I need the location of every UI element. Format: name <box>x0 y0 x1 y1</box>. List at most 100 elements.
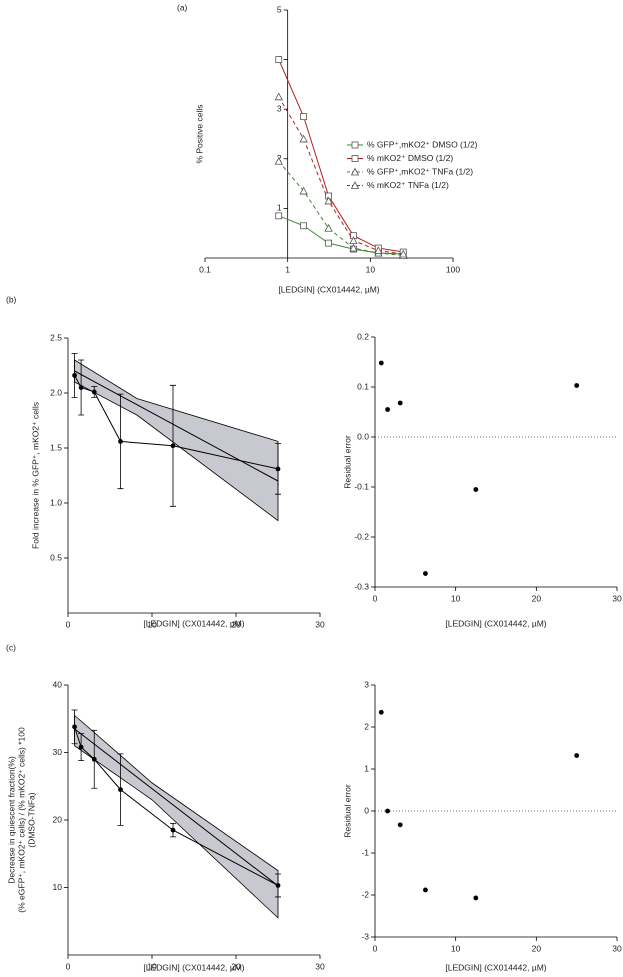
marker <box>473 487 479 492</box>
marker <box>300 113 308 121</box>
y-tick-label: -0.2 <box>354 531 369 541</box>
y-tick-label: 0.2 <box>357 331 369 341</box>
x-tick-label: 30 <box>612 943 622 953</box>
marker <box>385 808 390 814</box>
x-tick-label: 30 <box>612 593 622 603</box>
x-tick-label: 30 <box>315 619 325 629</box>
x-tick-label: 10 <box>366 264 376 274</box>
y-tick-label: 0.1 <box>357 381 369 391</box>
marker <box>324 223 333 232</box>
confidence-band <box>74 714 279 919</box>
marker <box>399 249 408 258</box>
marker <box>349 243 358 252</box>
marker <box>91 389 97 395</box>
y-tick-label: -3 <box>361 931 369 941</box>
panel-label: (b) <box>6 294 17 304</box>
x-axis-label: [LEDGIN] (CX014442, µM) <box>143 618 244 628</box>
marker <box>385 407 390 412</box>
y-axis-label: Residual error <box>342 784 352 838</box>
y-axis-label: Decrease in quiescent fraction(%) <box>6 756 16 884</box>
y-tick-label: -1 <box>361 847 369 857</box>
x-tick-label: 0 <box>66 619 71 629</box>
marker <box>78 744 84 750</box>
marker <box>325 239 332 247</box>
x-tick-label: 20 <box>231 619 241 629</box>
y-tick-label: 3 <box>364 679 369 689</box>
marker <box>574 383 580 388</box>
x-tick-label: 10 <box>451 593 461 603</box>
marker <box>170 827 176 833</box>
legend-marker <box>350 167 360 176</box>
y-tick-label: 2 <box>277 153 282 163</box>
marker <box>299 134 308 143</box>
x-tick-label: 0 <box>373 593 378 603</box>
x-tick-label: 20 <box>231 961 241 971</box>
y-tick-label: 2 <box>364 721 369 731</box>
panel-label: (a) <box>177 2 188 12</box>
marker <box>374 246 383 254</box>
marker <box>324 196 333 205</box>
y-tick-label: -0.3 <box>354 581 369 591</box>
marker <box>91 756 97 762</box>
marker <box>423 571 428 576</box>
x-tick-label: 1 <box>285 264 290 274</box>
series-line <box>278 59 404 253</box>
y-tick-label: 5 <box>277 4 282 14</box>
x-axis-label: [LEDGIN] (CX014442, µM) <box>445 618 546 628</box>
legend-label: % GFP⁺,mKO2⁺ DMSO (1/2) <box>367 139 478 149</box>
marker <box>72 373 77 378</box>
marker <box>473 895 479 901</box>
x-tick-label: 0 <box>373 943 378 953</box>
series-line <box>278 215 404 255</box>
y-axis-label: (DMSO-TNFa) <box>26 792 36 847</box>
x-tick-label: 20 <box>532 593 542 603</box>
x-axis-label: [LEDGIN] (CX014442, µM) <box>445 962 546 972</box>
marker <box>397 822 403 828</box>
series-line <box>74 726 279 886</box>
legend-marker <box>351 155 359 162</box>
marker <box>300 222 308 230</box>
y-tick-label: 0.0 <box>357 431 369 441</box>
x-tick-label: 20 <box>532 943 542 953</box>
series-line <box>74 370 279 482</box>
legend-marker <box>351 141 359 149</box>
y-axis-label: (% eGFP⁺, mKO2⁺ cells) / (% mKO2⁺ cells)… <box>16 727 26 913</box>
marker <box>378 360 384 366</box>
marker <box>397 400 403 406</box>
marker <box>423 887 428 893</box>
marker <box>118 787 123 793</box>
y-tick-label: 1 <box>277 203 282 213</box>
y-tick-label: 10 <box>53 882 63 892</box>
y-tick-label: 0.5 <box>50 552 62 562</box>
x-tick-label: 10 <box>147 619 157 629</box>
x-tick-label: 30 <box>315 961 325 971</box>
x-axis-label: [LEDGIN] (CX014442, µM) <box>143 962 244 972</box>
y-tick-label: 2.0 <box>50 387 62 397</box>
x-tick-label: 10 <box>147 961 157 971</box>
y-tick-label: 0 <box>364 805 369 815</box>
y-axis-label: Fold increase in % GFP⁺, mKO2⁺ cells <box>30 402 40 549</box>
marker <box>349 236 358 245</box>
y-tick-label: 40 <box>53 679 63 689</box>
confidence-band <box>74 359 279 522</box>
x-tick-label: 0 <box>66 961 71 971</box>
y-tick-label: 3 <box>277 103 282 113</box>
y-tick-label: 30 <box>53 747 63 757</box>
legend-label: % GFP⁺,mKO2⁺ TNFa (1/2) <box>367 166 473 176</box>
series-line <box>74 728 279 887</box>
marker <box>574 753 580 758</box>
marker <box>275 466 281 472</box>
marker <box>299 186 308 195</box>
x-axis-label: [LEDGIN] (CX014442, µM) <box>278 284 379 294</box>
y-tick-label: -0.1 <box>354 481 369 491</box>
y-tick-label: 2.5 <box>50 332 62 342</box>
y-tick-label: 1 <box>364 763 369 773</box>
y-tick-label: 20 <box>53 814 63 824</box>
y-tick-label: 1.0 <box>50 497 62 507</box>
series-line <box>278 160 404 257</box>
marker <box>274 156 283 165</box>
marker <box>274 92 283 101</box>
panel-label: (c) <box>6 642 16 652</box>
